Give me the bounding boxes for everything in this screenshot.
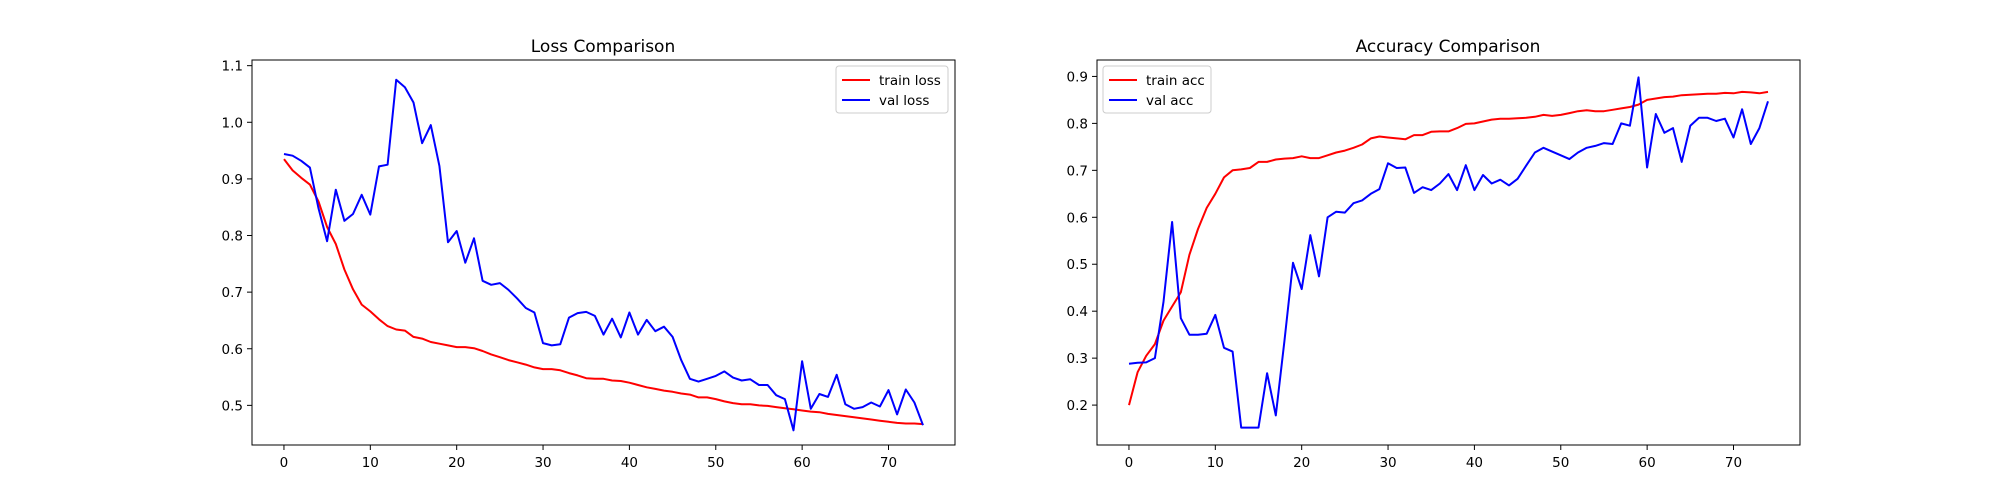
y-tick-label: 0.9: [1067, 69, 1088, 85]
x-tick-label: 20: [1293, 455, 1310, 471]
legend-label: val loss: [879, 93, 929, 109]
series-line-val-loss: [283, 78, 924, 432]
y-tick-label: 0.2: [1067, 398, 1088, 414]
x-tick-label: 10: [1207, 455, 1224, 471]
y-tick-label: 0.5: [1067, 257, 1088, 273]
x-tick-label: 60: [1639, 455, 1656, 471]
legend-label: val acc: [1146, 93, 1193, 109]
x-tick-label: 60: [794, 455, 811, 471]
x-tick-label: 0: [1125, 455, 1134, 471]
y-tick-label: 0.8: [222, 229, 243, 245]
x-tick-label: 70: [1725, 455, 1742, 471]
series-line-val-acc: [1128, 76, 1769, 429]
y-tick-label: 0.6: [1067, 210, 1088, 226]
x-tick-label: 0: [280, 455, 289, 471]
x-tick-label: 30: [534, 455, 551, 471]
x-tick-label: 10: [362, 455, 379, 471]
x-tick-label: 30: [1379, 455, 1396, 471]
series-line-train-loss: [283, 158, 924, 426]
y-tick-label: 0.4: [1067, 304, 1088, 320]
accuracy-chart: Accuracy Comparison 0 10 20 30 40 50 60 70 0.2 0.…: [1067, 37, 1801, 471]
y-tick-label: 0.7: [1067, 163, 1088, 179]
y-tick-label: 0.9: [222, 172, 243, 188]
y-tick-label: 1.1: [222, 59, 243, 75]
legend-box: [835, 65, 949, 114]
loss-chart: Loss Comparison 0 10 20 30 40 50 60 70 0.5 0.6 0.7…: [222, 37, 956, 471]
series-line-train-acc: [1128, 90, 1769, 406]
x-tick-label: 70: [880, 455, 897, 471]
axes-frame: [1096, 59, 1801, 446]
y-tick-label: 0.3: [1067, 351, 1088, 367]
legend: train loss val loss: [835, 65, 949, 114]
y-tick-label: 0.8: [1067, 116, 1088, 132]
axes-frame: [251, 59, 956, 446]
legend-label: train loss: [879, 73, 941, 89]
x-tick-label: 40: [1466, 455, 1483, 471]
x-tick-label: 40: [621, 455, 638, 471]
x-tick-label: 50: [1552, 455, 1569, 471]
x-tick-label: 20: [448, 455, 465, 471]
x-tick-label: 50: [707, 455, 724, 471]
y-tick-label: 0.7: [222, 285, 243, 301]
chart-title: Accuracy Comparison: [1356, 37, 1541, 57]
chart-title: Loss Comparison: [531, 37, 675, 57]
y-tick-label: 1.0: [222, 115, 243, 131]
y-tick-label: 0.5: [222, 398, 243, 414]
legend: train acc val acc: [1102, 65, 1212, 114]
y-tick-label: 0.6: [222, 342, 243, 358]
legend-label: train acc: [1146, 73, 1205, 89]
legend-box: [1102, 65, 1212, 114]
